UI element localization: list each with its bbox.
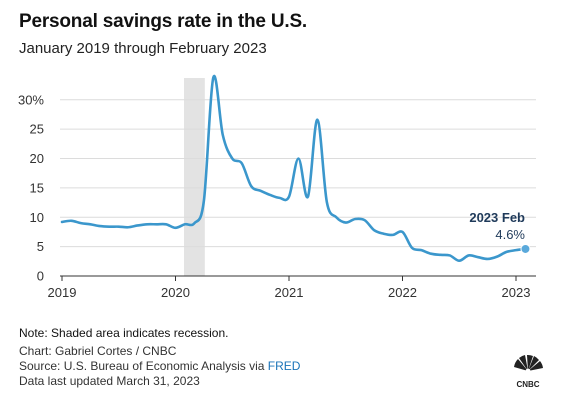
cnbc-peacock-logo: CNBC <box>514 354 543 389</box>
y-tick-label: 25 <box>30 122 44 137</box>
last-updated: Data last updated March 31, 2023 <box>19 374 200 388</box>
y-tick-label: 15 <box>30 180 44 195</box>
latest-value-label: 4.6% <box>495 227 525 242</box>
fred-link[interactable]: FRED <box>267 359 301 373</box>
latest-point-marker <box>520 243 531 254</box>
x-tick-label: 2022 <box>388 285 417 300</box>
recession-note: Note: Shaded area indicates recession. <box>19 326 229 340</box>
y-tick-label: 20 <box>30 151 44 166</box>
y-tick-label: 30% <box>18 92 44 107</box>
source-line: Source: U.S. Bureau of Economic Analysis… <box>19 359 300 373</box>
y-tick-label: 0 <box>37 269 44 284</box>
recession-band <box>184 78 205 276</box>
chart-subtitle: January 2019 through February 2023 <box>19 40 267 57</box>
savings-rate-chart: 0 5 10 15 20 25 30% 2019 2020 2021 2022 2023 2023 F… <box>18 74 536 300</box>
cnbc-logo-text: CNBC <box>516 380 539 389</box>
y-tick-label: 5 <box>37 239 44 254</box>
y-tick-label: 10 <box>30 210 44 225</box>
x-tick-label: 2021 <box>275 285 304 300</box>
chart-title: Personal savings rate in the U.S. <box>19 11 308 32</box>
savings-rate-line <box>60 74 527 263</box>
x-tick-label: 2023 <box>502 285 531 300</box>
x-tick-label: 2020 <box>161 285 190 300</box>
chart-credit: Chart: Gabriel Cortes / CNBC <box>19 344 177 358</box>
latest-date-label: 2023 Feb <box>469 210 525 225</box>
x-tick-label: 2019 <box>48 285 77 300</box>
source-text: Source: U.S. Bureau of Economic Analysis… <box>19 359 268 373</box>
